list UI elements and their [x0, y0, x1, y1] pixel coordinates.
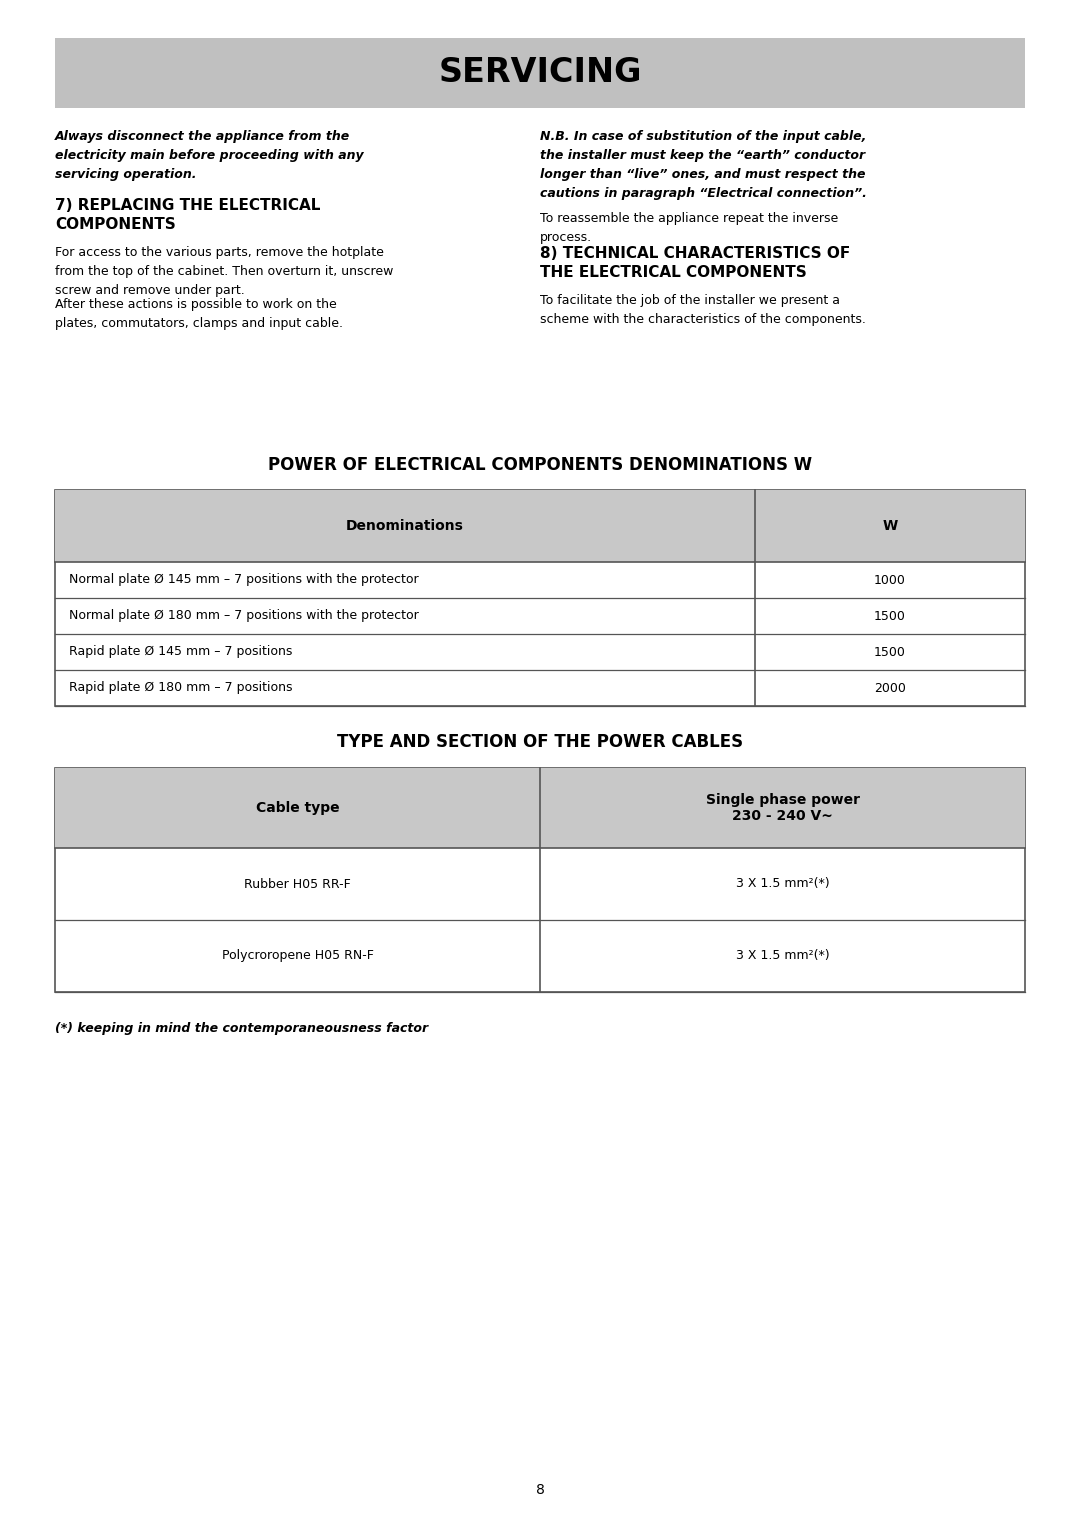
Bar	[55, 38, 1025, 108]
Text: Always disconnect the appliance from the
electricity main before proceeding with: Always disconnect the appliance from the…	[55, 130, 364, 180]
Bar	[55, 769, 1025, 848]
Text: 7) REPLACING THE ELECTRICAL
COMPONENTS: 7) REPLACING THE ELECTRICAL COMPONENTS	[55, 199, 321, 232]
Text: Denominations: Denominations	[346, 520, 464, 533]
Text: POWER OF ELECTRICAL COMPONENTS DENOMINATIONS W: POWER OF ELECTRICAL COMPONENTS DENOMINAT…	[268, 455, 812, 474]
Text: 1000: 1000	[874, 573, 906, 587]
Text: Polycroropene H05 RN-F: Polycroropene H05 RN-F	[221, 949, 374, 963]
Text: 8) TECHNICAL CHARACTERISTICS OF
THE ELECTRICAL COMPONENTS: 8) TECHNICAL CHARACTERISTICS OF THE ELEC…	[540, 246, 850, 280]
Text: 1500: 1500	[874, 610, 906, 622]
Text: Rapid plate Ø 145 mm – 7 positions: Rapid plate Ø 145 mm – 7 positions	[69, 645, 293, 659]
Text: Rapid plate Ø 180 mm – 7 positions: Rapid plate Ø 180 mm – 7 positions	[69, 681, 293, 695]
Text: 3 X 1.5 mm²(*): 3 X 1.5 mm²(*)	[735, 949, 829, 963]
Bar	[55, 490, 1025, 562]
Text: To reassemble the appliance repeat the inverse
process.: To reassemble the appliance repeat the i…	[540, 212, 838, 244]
Text: 1500: 1500	[874, 645, 906, 659]
Text: TYPE AND SECTION OF THE POWER CABLES: TYPE AND SECTION OF THE POWER CABLES	[337, 733, 743, 750]
Text: For access to the various parts, remove the hotplate
from the top of the cabinet: For access to the various parts, remove …	[55, 246, 393, 296]
Text: Cable type: Cable type	[256, 801, 339, 814]
Text: SERVICING: SERVICING	[438, 57, 642, 90]
Text: Normal plate Ø 180 mm – 7 positions with the protector: Normal plate Ø 180 mm – 7 positions with…	[69, 610, 419, 622]
Text: N.B. In case of substitution of the input cable,
the installer must keep the “ea: N.B. In case of substitution of the inpu…	[540, 130, 867, 200]
Text: W: W	[882, 520, 897, 533]
Text: To facilitate the job of the installer we present a
scheme with the characterist: To facilitate the job of the installer w…	[540, 293, 866, 325]
Text: Single phase power
230 - 240 V~: Single phase power 230 - 240 V~	[705, 793, 860, 824]
Text: 8: 8	[536, 1484, 544, 1497]
Bar	[55, 769, 1025, 992]
Text: After these actions is possible to work on the
plates, commutators, clamps and i: After these actions is possible to work …	[55, 298, 343, 330]
Text: 3 X 1.5 mm²(*): 3 X 1.5 mm²(*)	[735, 877, 829, 891]
Text: (*) keeping in mind the contemporaneousness factor: (*) keeping in mind the contemporaneousn…	[55, 1022, 428, 1034]
Text: 2000: 2000	[874, 681, 906, 695]
Text: Normal plate Ø 145 mm – 7 positions with the protector: Normal plate Ø 145 mm – 7 positions with…	[69, 573, 419, 587]
Bar	[55, 490, 1025, 706]
Text: Rubber H05 RR-F: Rubber H05 RR-F	[244, 877, 351, 891]
